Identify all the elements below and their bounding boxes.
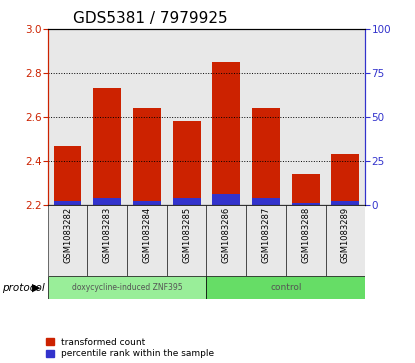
Bar: [48, 29, 88, 205]
Text: ▶: ▶: [32, 283, 41, 293]
Bar: [173, 122, 200, 205]
Bar: [54, 146, 81, 205]
Bar: [173, 199, 200, 205]
Text: GDS5381 / 7979925: GDS5381 / 7979925: [73, 12, 228, 26]
Bar: [207, 276, 365, 299]
Bar: [88, 29, 127, 205]
Bar: [167, 29, 207, 205]
Bar: [332, 155, 359, 205]
Text: protocol: protocol: [2, 283, 45, 293]
Text: GSM1083286: GSM1083286: [222, 207, 231, 264]
Bar: [292, 203, 320, 205]
Bar: [246, 29, 286, 205]
Bar: [48, 205, 88, 276]
Bar: [167, 205, 207, 276]
Bar: [127, 29, 167, 205]
Bar: [88, 205, 127, 276]
Bar: [246, 205, 286, 276]
Bar: [212, 62, 240, 205]
Text: GSM1083289: GSM1083289: [341, 207, 350, 263]
Text: GSM1083282: GSM1083282: [63, 207, 72, 263]
Bar: [212, 194, 240, 205]
Text: GSM1083285: GSM1083285: [182, 207, 191, 263]
Bar: [133, 108, 161, 205]
Bar: [207, 29, 246, 205]
Bar: [54, 201, 81, 205]
Bar: [325, 205, 365, 276]
Bar: [286, 205, 325, 276]
Legend: transformed count, percentile rank within the sample: transformed count, percentile rank withi…: [46, 338, 215, 359]
Bar: [48, 276, 207, 299]
Bar: [127, 205, 167, 276]
Bar: [252, 108, 280, 205]
Text: control: control: [270, 283, 302, 292]
Text: GSM1083288: GSM1083288: [301, 207, 310, 264]
Bar: [93, 199, 121, 205]
Text: GSM1083284: GSM1083284: [142, 207, 151, 263]
Bar: [133, 201, 161, 205]
Bar: [207, 205, 246, 276]
Text: doxycycline-induced ZNF395: doxycycline-induced ZNF395: [72, 283, 183, 292]
Text: GSM1083283: GSM1083283: [103, 207, 112, 264]
Bar: [252, 199, 280, 205]
Bar: [332, 201, 359, 205]
Text: GSM1083287: GSM1083287: [261, 207, 271, 264]
Bar: [325, 29, 365, 205]
Bar: [93, 89, 121, 205]
Bar: [286, 29, 325, 205]
Bar: [292, 174, 320, 205]
